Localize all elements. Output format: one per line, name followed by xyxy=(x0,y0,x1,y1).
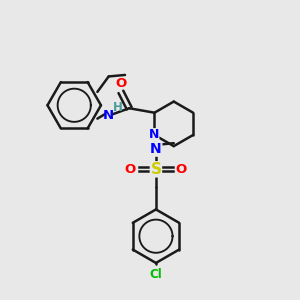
Text: Cl: Cl xyxy=(150,268,162,281)
Text: N: N xyxy=(149,128,159,142)
Text: N: N xyxy=(150,142,162,156)
Text: O: O xyxy=(176,163,187,176)
Text: N: N xyxy=(103,109,114,122)
Text: H: H xyxy=(113,101,123,114)
Text: O: O xyxy=(125,163,136,176)
Text: S: S xyxy=(150,162,161,177)
Text: O: O xyxy=(115,76,127,89)
